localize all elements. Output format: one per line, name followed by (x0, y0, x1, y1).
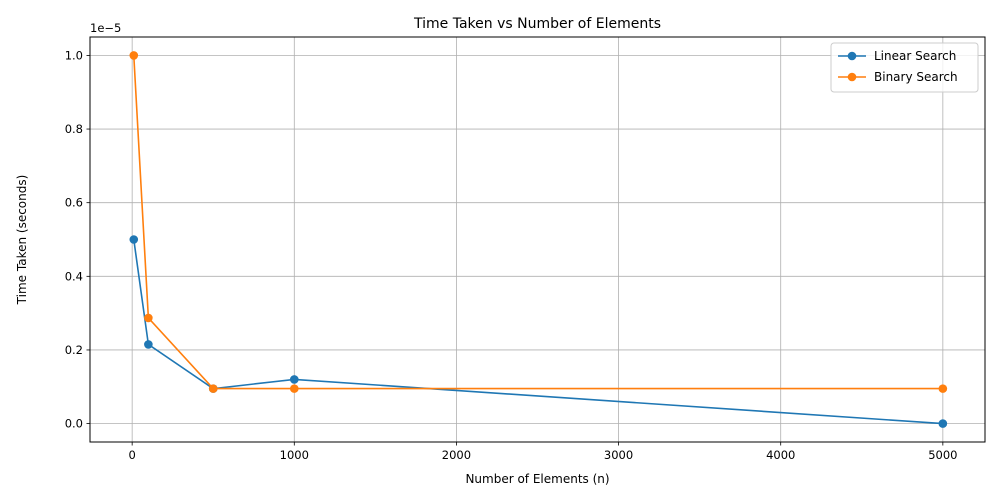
y-axis-ticks: 0.0 0.2 0.4 0.6 0.8 1.0 (65, 48, 90, 431)
legend-box (830, 42, 979, 93)
legend-label-linear-search: Linear Search (874, 49, 956, 63)
data-point-binary-search (144, 313, 153, 323)
x-tick-label: 4000 (766, 448, 795, 462)
x-axis-ticks: 0 1000 2000 3000 4000 5000 (128, 442, 957, 462)
legend-marker-linear-search (847, 51, 857, 61)
y-tick-label: 0.2 (65, 343, 83, 357)
data-point-binary-search (129, 51, 139, 60)
x-tick-label: 2000 (442, 448, 471, 462)
y-axis-scale-label: 1e−5 (90, 21, 121, 35)
axes-frame (89, 36, 986, 443)
x-tick-label: 1000 (280, 448, 309, 462)
y-tick-label: 1.0 (65, 48, 83, 62)
grid (90, 37, 985, 442)
data-point-linear-search (289, 375, 299, 384)
y-tick-label: 0.6 (65, 196, 83, 210)
plot-area (90, 37, 985, 442)
legend-label-binary-search: Binary Search (874, 70, 958, 84)
y-tick-label: 0.4 (65, 269, 83, 283)
x-tick-label: 3000 (604, 448, 633, 462)
data-point-linear-search (129, 235, 139, 244)
data-point-linear-search (938, 419, 948, 428)
x-tick-label: 5000 (928, 448, 957, 462)
series-layer (129, 51, 948, 428)
data-point-binary-search (289, 384, 299, 393)
y-axis-label: Time Taken (seconds) (15, 175, 29, 306)
data-point-binary-search (938, 384, 948, 393)
series-binary-search (129, 51, 948, 393)
legend: Linear Search Binary Search (830, 42, 979, 93)
data-point-binary-search (208, 384, 218, 393)
legend-marker-binary-search (847, 72, 857, 82)
x-tick-label: 0 (128, 448, 135, 462)
legend-items: Linear Search Binary Search (838, 49, 958, 84)
y-tick-label: 0.0 (65, 417, 83, 431)
x-axis-label: Number of Elements (n) (465, 472, 609, 486)
chart-title: Time Taken vs Number of Elements (413, 16, 661, 32)
y-tick-label: 0.8 (65, 122, 83, 136)
data-point-linear-search (144, 340, 153, 349)
